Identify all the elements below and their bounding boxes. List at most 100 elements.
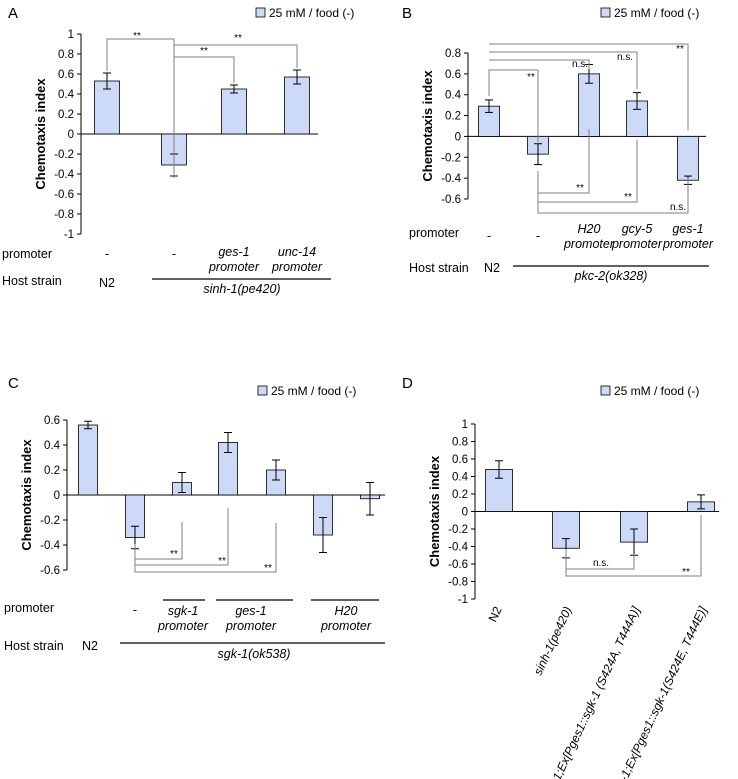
promoter-label-line-1: ges-1 [672, 222, 703, 236]
legend-swatch [257, 385, 268, 396]
promoter-label-line-2: promoter [563, 237, 615, 251]
promoter-row-label: promoter [409, 226, 459, 240]
promoter-label-line-2: promoter [662, 237, 714, 251]
y-tick-label: 0.6 [452, 454, 468, 466]
significance-bracket [489, 51, 638, 89]
bar [94, 80, 120, 135]
y-tick-label: -0.6 [54, 189, 74, 201]
y-tick-label: 0.8 [58, 49, 74, 61]
significance-bracket [537, 129, 590, 194]
significance-bracket [174, 44, 298, 68]
y-tick-label: 1 [68, 29, 74, 41]
significance-label: ** [218, 556, 226, 567]
significance-label: ** [624, 192, 632, 203]
significance-bracket [537, 140, 638, 203]
bar [221, 88, 247, 135]
y-tick-label: 0.4 [452, 472, 469, 484]
promoter-label-line-1: ges-1 [218, 245, 249, 259]
panel-b: B 25 mM / food (-) 0.8 0.6 0.4 0.2 0 -0.2 -0.4 -0… [402, 5, 714, 283]
legend-label: 25 mM / food (-) [269, 6, 354, 20]
y-tick-label: 0.8 [445, 48, 461, 60]
host-strain-row-label: Host strain [2, 274, 62, 288]
y-axis-label: Chemotaxis index [420, 70, 435, 182]
bar [284, 76, 310, 135]
promoter-label-line-1: unc-14 [278, 245, 316, 259]
y-tick-label: -0.6 [40, 565, 60, 577]
y-axis-label: Chemotaxis index [19, 439, 34, 551]
host-n2-label: N2 [82, 639, 98, 653]
panel-d: D 25 mM / food (-) 1 0.8 0.6 0.4 0.2 0 -0.2 -0.4 -… [402, 375, 719, 779]
significance-bracket [537, 178, 689, 214]
significance-bracket [488, 69, 539, 142]
y-tick-label: -1 [458, 594, 468, 606]
host-n2-label: N2 [484, 261, 500, 275]
y-tick-label: -0.4 [448, 542, 468, 554]
panel-c: C 25 mM / food (-) 0.6 0.4 0.2 0 -0.2 -0.4 -0.6 C… [4, 375, 385, 661]
bar [78, 424, 98, 496]
host-strain-label: sgk-1(ok538) [218, 647, 291, 661]
significance-label: ** [676, 44, 684, 55]
y-axis-label: Chemotaxis index [33, 78, 48, 190]
y-tick-label: -1 [64, 229, 74, 241]
significance-bracket [106, 38, 175, 178]
y-tick-label: 0.4 [44, 440, 61, 452]
y-tick-label: 1 [462, 419, 468, 431]
promoter-label-line-2: promoter [611, 237, 663, 251]
promoter-label-line-1: H20 [578, 222, 601, 236]
promoter-label: - [172, 247, 176, 261]
y-tick-label: -0.4 [40, 540, 60, 552]
promoter-label: - [133, 603, 137, 617]
y-tick-label: 0 [462, 507, 468, 519]
significance-label: ** [133, 31, 141, 42]
host-n2-label: N2 [99, 276, 115, 290]
y-axis-label: Chemotaxis index [427, 455, 442, 567]
panel-label: D [402, 375, 413, 392]
x-category-label: sinh-1(pe420) [531, 604, 575, 677]
promoter-label: - [487, 229, 491, 243]
promoter-label-line-1: sgk-1 [168, 604, 199, 618]
promoter-label-line-1: gcy-5 [622, 222, 653, 236]
y-tick-label: -0.4 [441, 173, 461, 185]
host-strain-row-label: Host strain [4, 639, 64, 653]
legend-label: 25 mM / food (-) [614, 6, 699, 20]
significance-label: n.s. [670, 202, 686, 213]
significance-label: ** [264, 563, 272, 574]
panel-label: C [8, 375, 19, 392]
y-tick-label: -0.8 [54, 209, 74, 221]
promoter-label: - [536, 229, 540, 243]
panel-a: A 25 mM / food (-) 1 0.8 0.6 0.4 0.2 0 -0.2 -0.4 -… [2, 5, 354, 296]
significance-label: n.s. [572, 59, 588, 70]
legend-swatch [600, 7, 611, 18]
y-tick-label: -0.6 [448, 559, 468, 571]
y-tick-label: -0.6 [441, 194, 461, 206]
y-tick-label: -0.8 [448, 577, 468, 589]
y-tick-label: 0 [54, 490, 60, 502]
legend-label: 25 mM / food (-) [614, 384, 699, 398]
legend-swatch [600, 385, 611, 396]
y-tick-label: 0 [68, 129, 74, 141]
y-tick-label: 0.4 [58, 89, 75, 101]
y-tick-label: 0.2 [44, 465, 60, 477]
y-tick-label: 0.4 [445, 90, 462, 102]
y-tick-label: 0.2 [452, 489, 468, 501]
promoter-row-label: promoter [4, 601, 54, 615]
significance-bracket [489, 43, 689, 130]
promoter-label: - [105, 247, 109, 261]
significance-label: n.s. [593, 558, 609, 569]
legend-swatch [255, 7, 266, 18]
y-tick-label: 0 [455, 131, 461, 143]
significance-label: ** [576, 183, 584, 194]
promoter-label-line-2: promoter [208, 260, 260, 274]
significance-label: ** [682, 567, 690, 578]
significance-bracket [134, 508, 229, 566]
promoter-row-label: promoter [2, 247, 52, 261]
y-tick-label: 0.2 [58, 109, 74, 121]
significance-bracket [134, 523, 277, 573]
promoter-label-line-1: H20 [335, 604, 358, 618]
host-strain-label: pkc-2(ok328) [574, 269, 648, 283]
promoter-label-line-2: promoter [157, 619, 209, 633]
x-category-label: N2 [486, 604, 505, 624]
significance-bracket [565, 549, 635, 570]
panel-label: B [402, 5, 412, 22]
